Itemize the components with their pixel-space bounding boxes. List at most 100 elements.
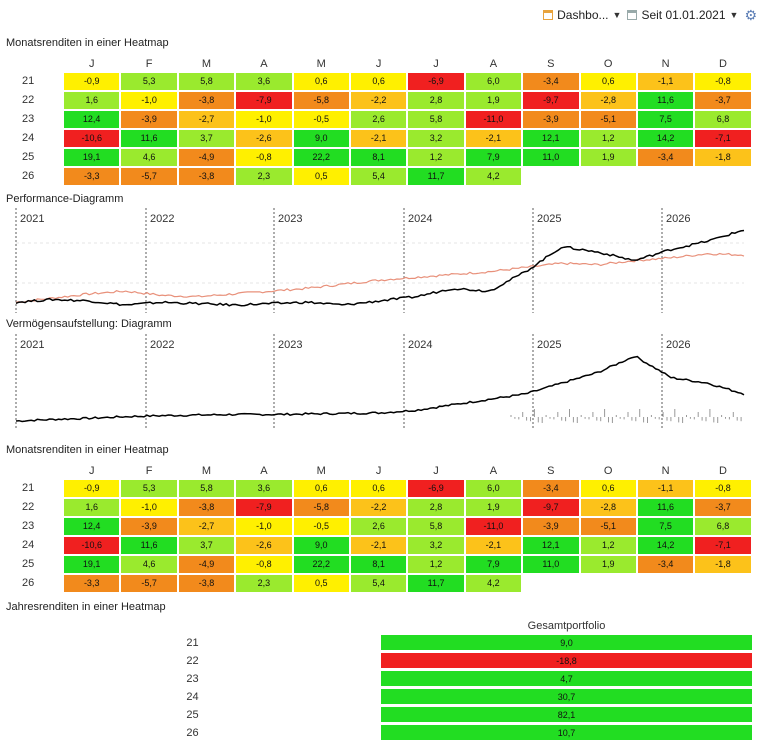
month-header: A [489,58,498,70]
x-tick-label: 2025 [537,213,561,225]
month-header: F [145,58,153,70]
year-label: 24 [22,132,35,144]
month-header: M [201,58,212,70]
year-label: 23 [22,113,35,125]
heatmap-cell: -1,1 [636,479,695,498]
heatmap-cell: 3,2 [407,536,465,555]
asset-allocation-chart: 2021 2022 2023 2024 2025 2026 [15,334,745,429]
year-label: 25 [22,151,35,163]
heatmap-cell: 0,6 [292,479,350,498]
heatmap-cell: -2,6 [235,129,293,148]
x-tick-label: 2026 [666,339,690,351]
heatmap-cell: 3,6 [235,72,293,91]
year-label: 23 [186,673,199,685]
heatmap-cell: -3,8 [177,498,236,517]
section-title-assets: Vermögensaufstellung: Diagramm [6,318,172,330]
heatmap-cell: 1,2 [407,148,465,167]
heatmap-cell: -2,1 [349,536,408,555]
year-label: 26 [22,170,35,182]
view-selector-label: Dashbo... [557,8,609,22]
heatmap-cell: -5,1 [579,110,637,129]
heatmap-cell: 0,6 [579,72,637,91]
heatmap-cell: -1,0 [235,517,293,536]
yearly-row: 21 9,0 [6,634,756,652]
heatmap-cell: 7,5 [636,110,695,129]
heatmap-cell: -2,2 [349,498,408,517]
heatmap-cell: -0,5 [292,110,350,129]
gear-icon[interactable]: ⚙ [744,7,757,23]
heatmap-cell: -0,8 [235,148,293,167]
section-title-heatmap2: Monatsrenditen in einer Heatmap [6,444,169,456]
heatmap-cell: 7,9 [464,148,523,167]
heatmap-cell: -10,6 [63,129,121,148]
heatmap-cell: 5,8 [407,110,465,129]
yearly-cell: 10,7 [380,724,753,741]
heatmap-cell: -1,1 [636,72,695,91]
heatmap-cell: 2,6 [349,517,408,536]
year-label: 24 [186,691,199,703]
month-header: D [719,465,727,477]
heatmap-cell: 12,1 [522,536,580,555]
heatmap-cell: 3,7 [177,129,236,148]
month-header: J [88,58,95,70]
heatmap-cell: 11,6 [636,498,695,517]
heatmap-cell: 1,9 [579,555,637,574]
heatmap-cell: 12,4 [63,517,121,536]
heatmap-cell: -6,9 [407,479,465,498]
month-header: N [661,58,670,70]
x-tick-label: 2021 [20,213,44,225]
heatmap-cell: -7,1 [694,129,752,148]
heatmap-cell: -0,5 [292,517,350,536]
heatmap-cell: -7,9 [235,91,293,110]
heatmap-corner [20,56,63,72]
heatmap-cell: -5,7 [120,167,178,186]
heatmap-cell: 4,2 [464,574,523,593]
heatmap-cell: 1,6 [63,91,121,110]
heatmap-cell: -3,3 [63,574,121,593]
month-header: J [375,465,382,477]
x-tick-label: 2026 [666,213,690,225]
heatmap-cell: -0,8 [235,555,293,574]
dashboard-icon [543,10,554,20]
yearly-cell: 82,1 [380,706,753,723]
x-tick-label: 2023 [278,213,302,225]
year-label: 23 [22,520,35,532]
period-selector[interactable]: Seit 01.01.2021 ▼ [627,8,738,22]
heatmap-cell: 11,6 [636,91,695,110]
heatmap-cell: 2,3 [235,167,293,186]
year-label: 24 [22,539,35,551]
heatmap-cell: 3,2 [407,129,465,148]
heatmap-cell: 14,2 [636,536,695,555]
heatmap-cell [636,167,695,186]
heatmap-cell: -0,9 [63,479,121,498]
x-tick-label: 2023 [278,339,302,351]
heatmap-cell: -3,9 [120,110,178,129]
heatmap-cell: 9,0 [292,536,350,555]
section-title-yearly: Jahresrenditen in einer Heatmap [6,601,166,613]
heatmap-cell: 11,7 [407,574,465,593]
heatmap-cell [522,167,580,186]
view-selector[interactable]: Dashbo... ▼ [543,8,621,22]
heatmap-cell: -4,9 [177,555,236,574]
heatmap-cell: 8,1 [349,148,408,167]
month-header: F [145,465,153,477]
heatmap-cell: 2,6 [349,110,408,129]
x-tick-label: 2021 [20,339,44,351]
year-label: 25 [186,709,199,721]
series-line [15,355,745,423]
heatmap-cell [579,167,637,186]
heatmap-cell: 5,3 [120,479,178,498]
heatmap-cell: 11,7 [407,167,465,186]
month-header: M [316,465,326,477]
year-label: 21 [22,75,35,87]
month-header: O [603,465,613,477]
chevron-down-icon: ▼ [729,10,739,20]
heatmap-cell: 12,1 [522,129,580,148]
heatmap-cell: -5,7 [120,574,178,593]
heatmap-corner [20,463,63,479]
yearly-cell: 4,7 [380,670,753,687]
heatmap-cell: 1,2 [407,555,465,574]
heatmap-cell [694,574,752,593]
heatmap-cell [579,574,637,593]
